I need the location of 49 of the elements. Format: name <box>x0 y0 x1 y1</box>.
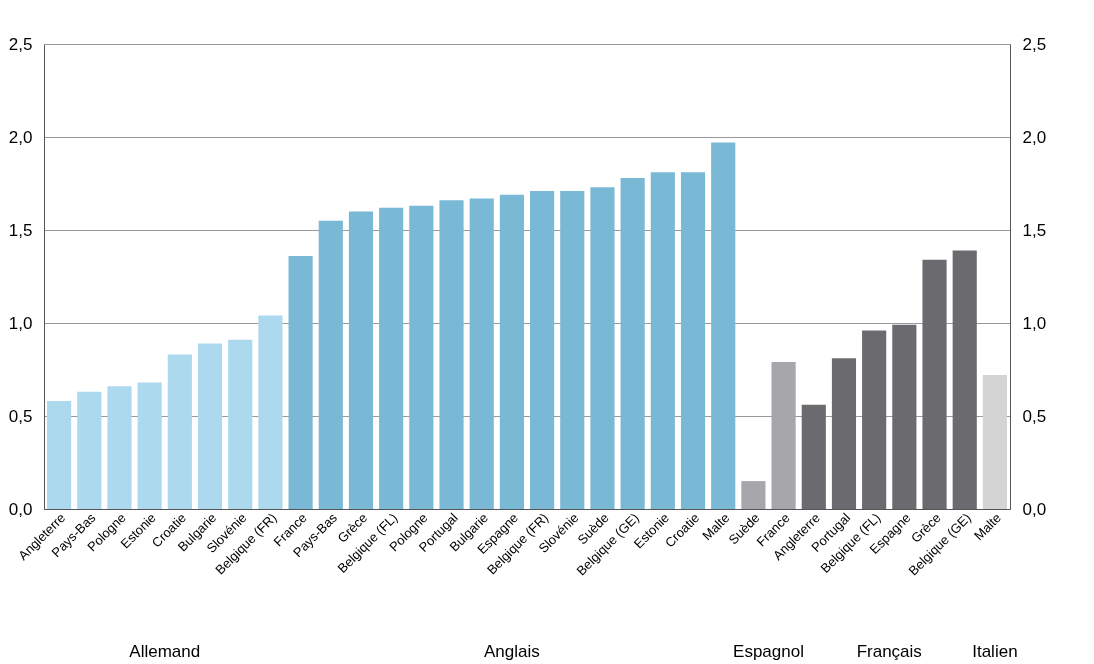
bar <box>680 172 706 509</box>
bar <box>560 190 585 509</box>
y-tick-label: 0,5 <box>8 406 33 426</box>
bar <box>801 404 826 509</box>
bar <box>741 481 766 509</box>
y-tick-label: 2,5 <box>8 34 33 54</box>
bar <box>892 324 917 509</box>
y2-tick-label: 2,5 <box>1022 34 1047 54</box>
text: Français <box>856 642 922 661</box>
bar <box>620 177 645 509</box>
bar <box>228 339 253 509</box>
bar <box>258 315 283 509</box>
bar <box>530 190 555 509</box>
y2-tick-label: 0,0 <box>1022 499 1047 519</box>
bar <box>47 401 72 509</box>
text: Allemand <box>129 642 201 661</box>
y2-tick-label: 2,0 <box>1022 127 1047 147</box>
bar <box>197 343 223 509</box>
bar <box>469 198 494 509</box>
bar <box>831 358 857 509</box>
bar <box>862 330 887 509</box>
bar <box>952 250 977 509</box>
bar <box>922 259 947 509</box>
bar <box>379 207 404 509</box>
y2-tick-label: 1,0 <box>1022 313 1047 333</box>
bar <box>650 172 675 509</box>
y2-tick-label: 0,5 <box>1022 406 1047 426</box>
bar <box>439 200 464 509</box>
text: Italien <box>972 642 1018 661</box>
text: Espagnol <box>733 642 804 661</box>
bar <box>348 211 374 509</box>
bar <box>77 391 102 509</box>
y-tick-label: 1,0 <box>8 313 33 333</box>
y-tick-label: 0,0 <box>8 499 33 519</box>
bar <box>107 386 132 509</box>
bar <box>771 362 796 509</box>
bar <box>590 187 615 509</box>
bar <box>499 194 524 509</box>
bar <box>982 375 1007 509</box>
y2-tick-label: 1,5 <box>1022 220 1047 240</box>
bar <box>318 220 343 509</box>
y-tick-label: 1,5 <box>8 220 33 240</box>
y-tick-label: 2,0 <box>8 127 33 147</box>
bar <box>137 382 162 509</box>
bar <box>711 142 736 509</box>
text: Anglais <box>484 642 540 661</box>
bar <box>167 354 192 509</box>
bar <box>288 256 313 509</box>
bar <box>409 205 434 509</box>
